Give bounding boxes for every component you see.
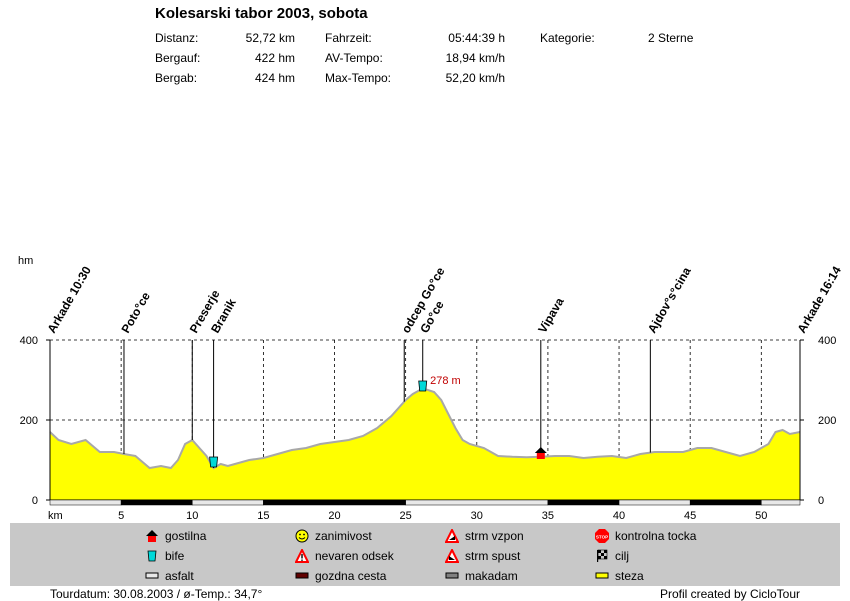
svg-text:STOP: STOP [596, 535, 608, 540]
legend-label-strm-spust: strm spust [465, 549, 521, 563]
stat-bergauf-label: Bergauf: [155, 51, 201, 65]
legend-label-asfalt: asfalt [165, 569, 194, 583]
stat-bergauf-value: 422 hm [254, 51, 295, 65]
elevation-area [50, 388, 800, 500]
page-title: Kolesarski tabor 2003, sobota [155, 5, 368, 22]
steza-swatch-icon [595, 572, 609, 579]
y-tick-label-right: 0 [818, 495, 824, 507]
asfalt-swatch-icon [145, 572, 159, 579]
waypoint-label: Arkade 10:30 [44, 264, 94, 336]
surface-segment [547, 499, 620, 506]
waypoint-label: Ajdov°s°cina [645, 264, 694, 335]
waypoint-label: Arkade 16:14 [794, 264, 844, 336]
legend-label-makadam: makadam [465, 569, 518, 583]
stat-kategorie-label: Kategorie: [540, 31, 595, 45]
stat-fahrzeit-value: 05:44:39 h [448, 31, 505, 45]
legend-panel: gostilna zanimivost strm vzpon STOP kont… [10, 523, 840, 586]
legend-label-zanimivost: zanimivost [315, 529, 372, 543]
surface-segment [618, 499, 691, 506]
stat-bergab-label: Bergab: [155, 71, 198, 85]
elevation-line [49, 387, 801, 470]
y-tick-label-left: 0 [32, 495, 38, 507]
legend-label-steza: steza [615, 569, 644, 583]
surface-segment [49, 499, 122, 506]
gostilna-marker-roof-icon [534, 447, 547, 453]
x-tick-label: 20 [328, 510, 340, 522]
stat-avtempo-label: AV-Tempo: [325, 51, 383, 65]
gostilna-marker-icon [536, 453, 545, 459]
surface-segment [689, 499, 762, 506]
stat-kategorie-value: 2 Sterne [648, 31, 694, 45]
surface-segment [120, 499, 193, 506]
gozdna-cesta-swatch-icon [295, 572, 309, 579]
strm-vzpon-icon [445, 529, 459, 543]
stat-maxtempo-label: Max-Tempo: [325, 71, 392, 85]
bife-marker-icon [418, 380, 428, 392]
x-tick-label: 35 [542, 510, 554, 522]
nevaren-odsek-icon [295, 549, 309, 563]
y-tick-label-left: 200 [20, 415, 38, 427]
waypoint-label: Vipava [535, 295, 567, 336]
stat-distance-value: 52,72 km [245, 31, 295, 45]
kontrolna-tocka-icon: STOP [595, 529, 609, 543]
stat-fahrzeit-label: Fahrzeit: [325, 31, 372, 45]
x-tick-label: 15 [257, 510, 269, 522]
x-tick-label: 5 [118, 510, 124, 522]
surface-segment [761, 499, 801, 506]
surface-segment [405, 499, 549, 506]
x-tick-label: 40 [613, 510, 625, 522]
gostilna-icon [146, 530, 158, 542]
x-tick-label: 30 [471, 510, 483, 522]
y-tick-label-right: 200 [818, 415, 836, 427]
x-tick-label: 45 [684, 510, 696, 522]
footer-credit: Profil created by CicloTour [659, 587, 800, 601]
bife-marker-icon [209, 456, 219, 468]
x-tick-label: 10 [186, 510, 198, 522]
stat-distance-label: Distanz: [155, 31, 199, 45]
legend-label-gozdna-cesta: gozdna cesta [315, 569, 387, 583]
y-axis-label: hm [18, 255, 33, 267]
max-elevation-label: 278 m [430, 375, 461, 387]
y-tick-label-left: 400 [20, 335, 38, 347]
zanimivost-icon [295, 529, 309, 543]
bife-icon [147, 550, 157, 562]
surface-segment [192, 499, 264, 506]
legend-label-cilj: cilj [615, 549, 629, 563]
stat-avtempo-value: 18,94 km/h [445, 51, 505, 65]
stat-maxtempo-value: 52,20 km/h [445, 71, 505, 85]
y-tick-label-right: 400 [818, 335, 836, 347]
makadam-swatch-icon [445, 572, 459, 579]
surface-segment [263, 499, 406, 506]
x-tick-label: 25 [400, 510, 412, 522]
strm-spust-icon [445, 549, 459, 563]
legend-label-gostilna: gostilna [165, 529, 207, 543]
x-axis-label: km [48, 510, 63, 522]
legend-label-nevaren-odsek: nevaren odsek [315, 549, 394, 563]
x-tick-label: 50 [755, 510, 767, 522]
legend-label-kontrolna-tocka: kontrolna tocka [615, 529, 697, 543]
cilj-flag-icon [597, 549, 608, 562]
stat-bergab-value: 424 hm [254, 71, 295, 85]
legend-label-bife: bife [165, 549, 185, 563]
waypoint-label: Poto°ce [118, 289, 153, 335]
footer-tour-info: Tourdatum: 30.08.2003 / ø-Temp.: 34,7° [50, 587, 263, 601]
legend-label-strm-vzpon: strm vzpon [465, 529, 524, 543]
